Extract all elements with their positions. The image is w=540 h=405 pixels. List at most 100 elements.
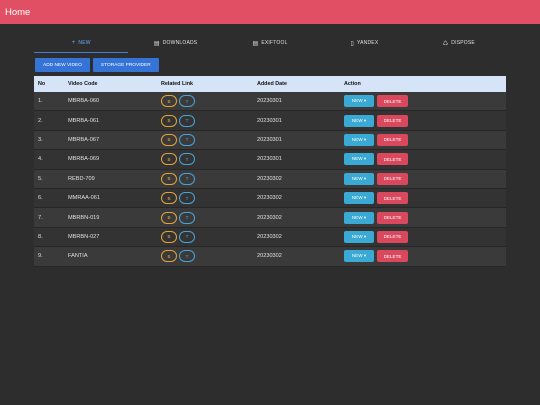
- video-code: MBRBA-067: [68, 136, 100, 143]
- table-header: No Video Code Related Link Added Date Ac…: [34, 76, 506, 92]
- new-dropdown-button[interactable]: NEW ▾: [344, 95, 374, 108]
- delete-button[interactable]: DELETE: [377, 133, 408, 146]
- link-t-button[interactable]: T: [179, 153, 195, 166]
- row-actions: NEW ▾ DELETE: [344, 114, 506, 127]
- row-actions: NEW ▾ DELETE: [344, 250, 506, 263]
- tab-new[interactable]: + NEW: [34, 34, 129, 53]
- new-dropdown-button[interactable]: NEW ▾: [344, 192, 374, 205]
- added-date: 20230301: [257, 156, 282, 163]
- table-row: 5. REBD-709 B T 20230302 NEW ▾ DELETE: [34, 169, 506, 189]
- row-actions: NEW ▾ DELETE: [344, 211, 506, 224]
- table-body: 1. MBRBA-060 B T 20230301 NEW ▾ DELETE 2. MBRBA-…: [34, 92, 506, 267]
- video-code: MMRAA-061: [68, 195, 101, 202]
- delete-button[interactable]: DELETE: [377, 250, 408, 263]
- link-b-button[interactable]: B: [161, 95, 177, 108]
- row-number: 1.: [38, 98, 43, 105]
- link-b-button[interactable]: B: [161, 192, 177, 205]
- row-number: 8.: [38, 233, 43, 240]
- link-b-button[interactable]: B: [161, 230, 177, 243]
- new-dropdown-button[interactable]: NEW ▾: [344, 230, 374, 243]
- new-dropdown-button[interactable]: NEW ▾: [344, 153, 374, 166]
- row-actions: NEW ▾ DELETE: [344, 230, 506, 243]
- header-related-link: Related Link: [161, 81, 194, 87]
- table-row: 1. MBRBA-060 B T 20230301 NEW ▾ DELETE: [34, 92, 506, 112]
- header-no: No: [38, 81, 46, 87]
- new-dropdown-button[interactable]: NEW ▾: [344, 211, 374, 224]
- plus-icon: +: [71, 40, 76, 46]
- page-title: Home: [5, 6, 31, 18]
- link-t-button[interactable]: T: [179, 172, 195, 185]
- new-dropdown-button[interactable]: NEW ▾: [344, 133, 374, 146]
- tab-yandex[interactable]: ▯ YANDEX: [317, 34, 411, 52]
- delete-button[interactable]: DELETE: [377, 211, 408, 224]
- video-code: MBRBN-019: [68, 214, 100, 221]
- link-t-button[interactable]: T: [179, 250, 195, 263]
- video-code: REBD-709: [68, 175, 95, 182]
- table-row: 8. MBRBN-027 B T 20230302 NEW ▾ DELETE: [34, 227, 506, 248]
- added-date: 20230301: [257, 136, 282, 143]
- tab-bar: + NEW ▤ DOWNLOADS ▤ EXIFTOOL ▯ YANDEX ♺ …: [34, 34, 506, 53]
- added-date: 20230302: [257, 175, 282, 182]
- storage-provider-button[interactable]: STORAGE PROVIDER: [92, 58, 159, 72]
- link-b-button[interactable]: B: [161, 250, 177, 263]
- header-added-date: Added Date: [257, 81, 287, 87]
- link-b-button[interactable]: B: [161, 211, 177, 224]
- row-number: 7.: [38, 214, 43, 221]
- delete-button[interactable]: DELETE: [377, 95, 408, 108]
- document-icon: ▤: [153, 40, 160, 47]
- row-number: 2.: [38, 117, 43, 124]
- tab-downloads[interactable]: ▤ DOWNLOADS: [128, 34, 222, 52]
- table-row: 4. MBRBA-069 B T 20230301 NEW ▾ DELETE: [34, 150, 506, 170]
- link-t-button[interactable]: T: [179, 211, 195, 224]
- delete-button[interactable]: DELETE: [377, 230, 408, 243]
- added-date: 20230301: [257, 98, 282, 105]
- added-date: 20230302: [257, 214, 282, 221]
- new-dropdown-button[interactable]: NEW ▾: [344, 114, 374, 127]
- row-actions: NEW ▾ DELETE: [344, 153, 506, 166]
- tab-exiftool[interactable]: ▤ EXIFTOOL: [223, 34, 317, 52]
- row-actions: NEW ▾ DELETE: [344, 133, 506, 146]
- link-b-button[interactable]: B: [161, 172, 177, 185]
- link-t-button[interactable]: T: [179, 192, 195, 205]
- tab-label: EXIFTOOL: [261, 40, 288, 46]
- link-t-button[interactable]: T: [179, 133, 195, 146]
- row-actions: NEW ▾ DELETE: [344, 172, 506, 185]
- delete-button[interactable]: DELETE: [377, 172, 408, 185]
- table-row: 2. MBRBA-061 B T 20230301 NEW ▾ DELETE: [34, 111, 506, 131]
- delete-button[interactable]: DELETE: [377, 192, 408, 205]
- new-dropdown-button[interactable]: NEW ▾: [344, 172, 374, 185]
- link-t-button[interactable]: T: [179, 230, 195, 243]
- row-number: 5.: [38, 175, 43, 182]
- link-b-button[interactable]: B: [161, 133, 177, 146]
- recycle-icon: ♺: [442, 40, 449, 47]
- row-actions: NEW ▾ DELETE: [344, 95, 506, 108]
- header-video-code: Video Code: [68, 81, 98, 87]
- row-actions: NEW ▾ DELETE: [344, 192, 506, 205]
- delete-button[interactable]: DELETE: [377, 114, 408, 127]
- video-table: No Video Code Related Link Added Date Ac…: [34, 76, 506, 267]
- delete-button[interactable]: DELETE: [377, 153, 408, 166]
- app-bar: Home: [0, 0, 540, 24]
- add-new-video-button[interactable]: ADD NEW VIDEO: [35, 58, 90, 72]
- tab-label: DOWNLOADS: [162, 40, 198, 46]
- row-number: 6.: [38, 195, 43, 202]
- tab-dispose[interactable]: ♺ DISPOSE: [412, 34, 506, 52]
- link-b-button[interactable]: B: [161, 114, 177, 127]
- link-b-button[interactable]: B: [161, 153, 177, 166]
- link-t-button[interactable]: T: [179, 95, 195, 108]
- new-dropdown-button[interactable]: NEW ▾: [344, 250, 374, 263]
- video-code: MBRBA-060: [68, 98, 100, 105]
- phone-icon: ▯: [350, 40, 354, 47]
- video-code: MBRBN-027: [68, 233, 100, 240]
- tab-label: DISPOSE: [451, 40, 475, 46]
- link-t-button[interactable]: T: [179, 114, 195, 127]
